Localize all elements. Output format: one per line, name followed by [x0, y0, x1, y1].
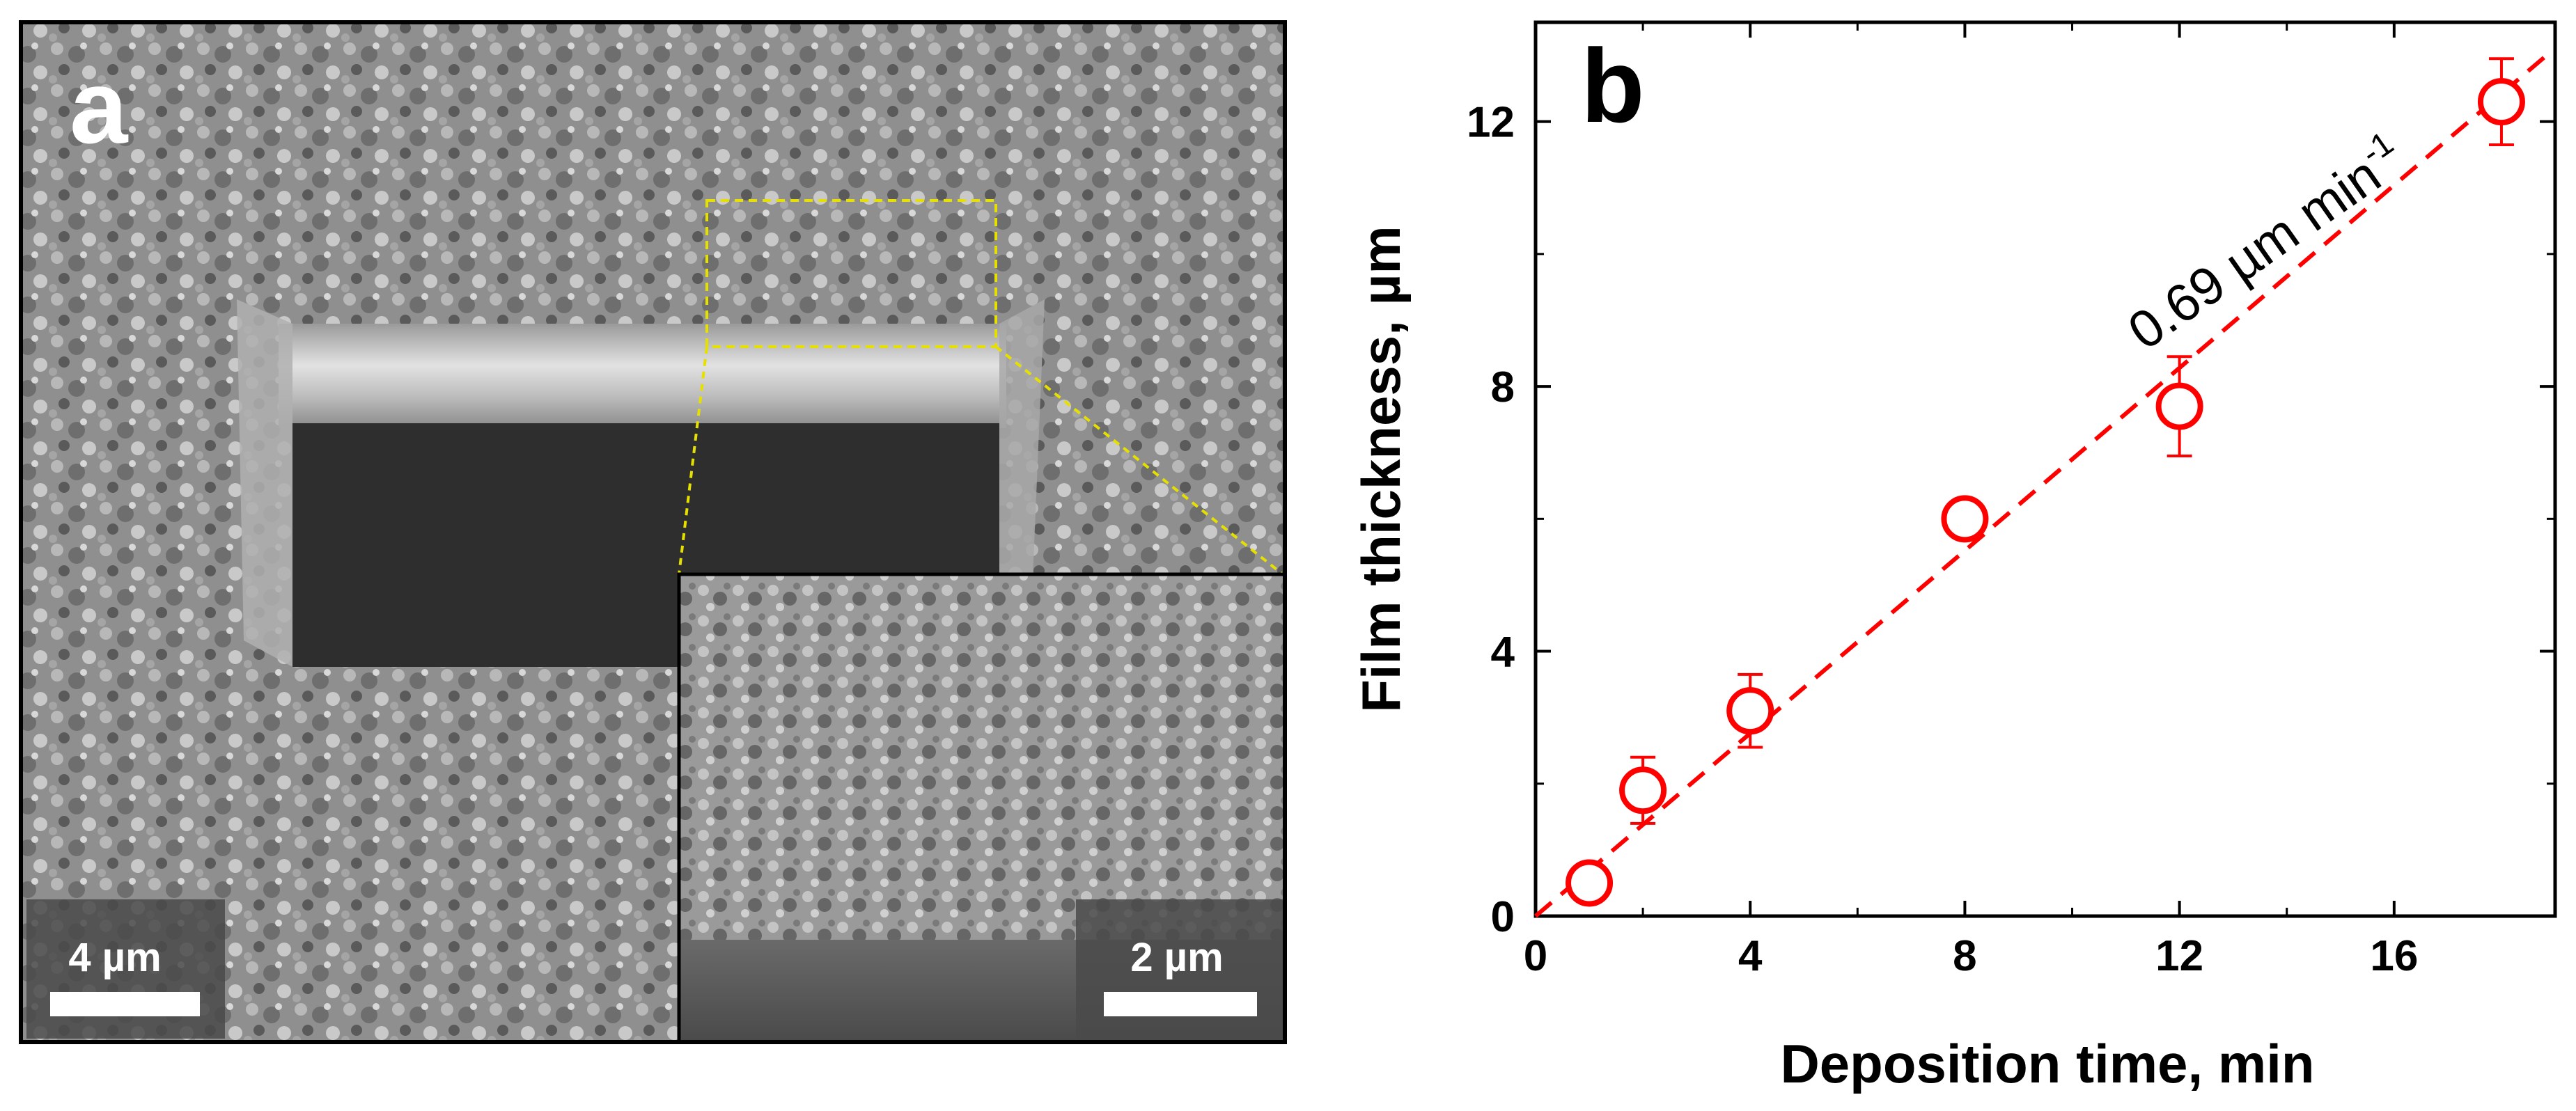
zoom-leader-line-right — [994, 345, 1284, 576]
main-scale-bar-line — [50, 992, 200, 1016]
fit-annotation-text: 0.69 µm min-1 — [2116, 125, 2416, 361]
sem-image — [21, 22, 1285, 1042]
inset-scale-bar-line — [1104, 992, 1257, 1016]
x-tick-label: 16 — [2370, 932, 2418, 980]
fit-annotation: 0.69 µm min-1 — [2116, 125, 2416, 361]
x-tick-label: 12 — [2155, 932, 2203, 980]
data-point — [1566, 859, 1614, 907]
zoom-leader-line-left — [678, 346, 708, 575]
plot-frame — [1533, 20, 2557, 918]
x-tick-label: 0 — [1524, 932, 1547, 980]
main-scale-bar: 4 µm — [26, 899, 225, 1039]
fit-line — [1534, 51, 2552, 918]
main-scale-bar-label: 4 µm — [68, 935, 161, 980]
axes: 0 4 8 12 16 0 4 8 12 — [1467, 22, 2555, 980]
inset-scale-bar-label: 2 µm — [1130, 935, 1223, 980]
data-point — [1726, 687, 1774, 735]
inset-scale-bar: 2 µm — [1076, 899, 1283, 1039]
panel-label-a: a — [70, 48, 129, 165]
panel-label-b: b — [1581, 27, 1645, 144]
fit-annotation-main: 0.69 µm min — [2118, 145, 2391, 361]
panel-a: 4 µm 2 µm a — [19, 20, 1287, 1044]
x-axis-title: Deposition time, min — [1780, 1033, 2314, 1094]
data-point — [2477, 78, 2525, 126]
y-tick-label: 0 — [1491, 893, 1515, 941]
panel-a-frame — [19, 20, 1287, 1044]
data-point — [1619, 766, 1667, 814]
y-tick-label: 8 — [1491, 363, 1515, 411]
y-axis-title: Film thickness, µm — [1350, 226, 1412, 713]
fit-line-group — [1534, 51, 2552, 918]
data-series — [1566, 57, 2525, 907]
y-tick-label: 12 — [1467, 99, 1515, 147]
zoom-region-outline — [705, 199, 997, 348]
x-tick-label: 4 — [1738, 932, 1763, 980]
x-tick-label: 8 — [1953, 932, 1976, 980]
panel-b: 0 4 8 12 16 0 4 8 12 b 0.69 µm min-1 Deposition … — [1350, 20, 2557, 1094]
y-tick-label: 4 — [1491, 629, 1515, 677]
data-point — [2155, 382, 2203, 430]
data-point — [1941, 495, 1989, 543]
